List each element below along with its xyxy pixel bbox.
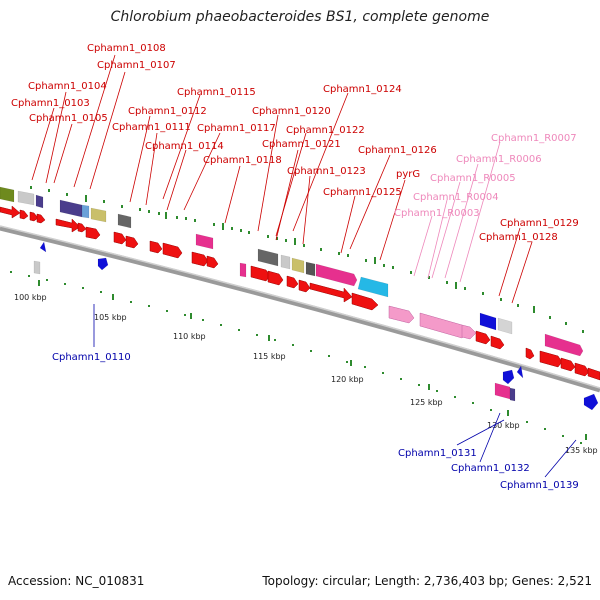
gene-label: Cphamn1_0123 (287, 166, 366, 177)
gene-label: pyrG (396, 169, 420, 180)
gene-label: Cphamn1_R0003 (394, 208, 480, 219)
outer-gene-labels: Cphamn1_0108 Cphamn1_0107 Cphamn1_0104 C… (11, 43, 579, 243)
gene-label: Cphamn1_0118 (203, 155, 282, 166)
kbp-label: 120 kbp (331, 375, 364, 384)
gene-label: Cphamn1_0111 (112, 122, 191, 133)
gene-label: Cphamn1_0126 (358, 145, 437, 156)
kbp-label: 130 kbp (487, 421, 520, 430)
kbp-label: 125 kbp (410, 398, 443, 407)
gene-label: Cphamn1_R0004 (413, 192, 499, 203)
kbp-label: 110 kbp (173, 332, 206, 341)
gene-label: Cphamn1_0110 (52, 352, 131, 363)
kbp-label: 135 kbp (565, 446, 598, 455)
inner-tick-track (10, 271, 587, 444)
gene-label: Cphamn1_R0005 (430, 173, 516, 184)
gene-label: Cphamn1_0132 (451, 463, 530, 474)
gene-label: Cphamn1_R0006 (456, 154, 542, 165)
rna-features (388, 305, 477, 340)
gene-label: Cphamn1_0103 (11, 98, 90, 109)
outer-features (0, 186, 584, 357)
gene-label: Cphamn1_R0007 (491, 133, 577, 144)
gene-label: Cphamn1_0129 (500, 218, 579, 229)
gene-label: Cphamn1_0108 (87, 43, 166, 54)
gene-label: Cphamn1_0107 (97, 60, 176, 71)
gene-label: Cphamn1_0117 (197, 123, 276, 134)
rna-gene-labels: Cphamn1_R0007 Cphamn1_R0006 Cphamn1_R000… (394, 133, 577, 219)
accession-text: Accession: NC_010831 (8, 574, 145, 588)
gene-label: Cphamn1_0120 (252, 106, 331, 117)
gene-label: Cphamn1_0104 (28, 81, 107, 92)
gene-label: Cphamn1_0115 (177, 87, 256, 98)
genome-summary-text: Topology: circular; Length: 2,736,403 bp… (262, 574, 592, 588)
gene-label: Cphamn1_0121 (262, 139, 341, 150)
gene-label: Cphamn1_0122 (286, 125, 365, 136)
inner-features (33, 241, 599, 411)
gene-label: Cphamn1_0114 (145, 141, 224, 152)
label-connectors (31, 54, 577, 478)
kbp-label: 115 kbp (253, 352, 286, 361)
kbp-labels: 100 kbp 105 kbp 110 kbp 115 kbp 120 kbp … (14, 293, 598, 455)
cds-arrows (0, 205, 600, 381)
gene-label: Cphamn1_0125 (323, 187, 402, 198)
gene-label: Cphamn1_0124 (323, 84, 402, 95)
gene-label: Cphamn1_0131 (398, 448, 477, 459)
map-title: Chlorobium phaeobacteroides BS1, complet… (110, 9, 490, 25)
gene-label: Cphamn1_0139 (500, 480, 579, 491)
backbone (0, 225, 600, 393)
kbp-label: 105 kbp (94, 313, 127, 322)
outer-tick-track (30, 186, 584, 333)
gene-label: Cphamn1_0128 (479, 232, 558, 243)
kbp-label: 100 kbp (14, 293, 47, 302)
inner-gene-labels: Cphamn1_0110 Cphamn1_0131 Cphamn1_0132 C… (52, 352, 579, 491)
gene-label: Cphamn1_0112 (128, 106, 207, 117)
gene-label: Cphamn1_0105 (29, 113, 108, 124)
